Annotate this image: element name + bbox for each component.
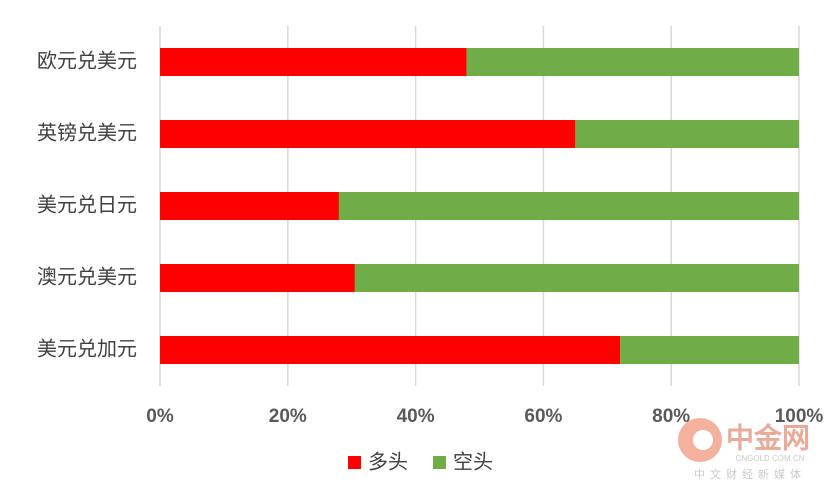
x-tick-label: 20% <box>269 406 307 427</box>
y-tick-label: 美元兑加元 <box>37 337 137 361</box>
y-tick-label: 欧元兑美元 <box>37 49 137 73</box>
bar-segment <box>160 264 355 292</box>
watermark-site: CNGOLD.COM.CN <box>736 454 805 463</box>
legend-swatch <box>433 456 446 469</box>
bar-segment <box>160 120 576 148</box>
legend-label: 空头 <box>453 450 493 474</box>
bar-segment <box>338 192 799 220</box>
watermark-slogan: 中文财经新媒体 <box>694 467 806 481</box>
bar-segment <box>575 120 799 148</box>
y-tick-label: 英镑兑美元 <box>37 121 137 145</box>
bar-segment <box>466 48 799 76</box>
bar-segment <box>354 264 799 292</box>
bar-segment <box>620 336 799 364</box>
watermark-name: 中金网 <box>726 422 810 455</box>
legend-label: 多头 <box>368 450 408 474</box>
bar-segment <box>160 192 339 220</box>
x-tick-label: 60% <box>524 406 562 427</box>
x-tick-label: 80% <box>652 406 690 427</box>
x-tick-label: 40% <box>397 406 435 427</box>
watermark-logo <box>693 430 713 450</box>
watermark-logo <box>678 418 722 462</box>
x-tick-label: 100% <box>775 406 824 427</box>
y-tick-label: 美元兑日元 <box>37 193 137 217</box>
bar-segment <box>160 336 621 364</box>
bar-segment <box>160 48 467 76</box>
legend-swatch <box>348 456 361 469</box>
y-tick-label: 澳元兑美元 <box>37 265 137 289</box>
watermark: 中金网 CNGOLD.COM.CN 中文财经新媒体 <box>678 418 810 481</box>
x-tick-label: 0% <box>146 406 174 427</box>
